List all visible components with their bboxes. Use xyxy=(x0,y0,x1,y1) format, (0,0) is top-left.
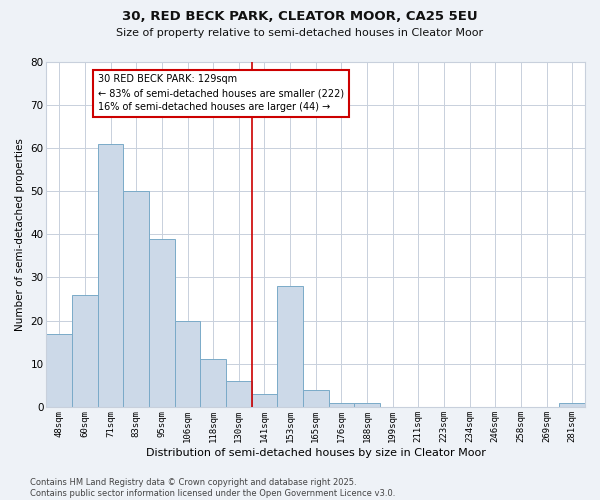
Bar xyxy=(303,390,329,407)
Text: Size of property relative to semi-detached houses in Cleator Moor: Size of property relative to semi-detach… xyxy=(116,28,484,38)
Bar xyxy=(354,402,380,407)
Bar xyxy=(46,334,72,407)
Text: Contains HM Land Registry data © Crown copyright and database right 2025.
Contai: Contains HM Land Registry data © Crown c… xyxy=(30,478,395,498)
Bar xyxy=(149,238,175,407)
Bar xyxy=(98,144,124,407)
Bar xyxy=(124,191,149,407)
Bar xyxy=(277,286,303,407)
Bar xyxy=(329,402,354,407)
Text: 30, RED BECK PARK, CLEATOR MOOR, CA25 5EU: 30, RED BECK PARK, CLEATOR MOOR, CA25 5E… xyxy=(122,10,478,23)
Bar xyxy=(251,394,277,407)
Bar xyxy=(226,381,251,407)
Bar xyxy=(175,320,200,407)
Bar xyxy=(559,402,585,407)
X-axis label: Distribution of semi-detached houses by size in Cleator Moor: Distribution of semi-detached houses by … xyxy=(146,448,485,458)
Bar xyxy=(200,360,226,407)
Y-axis label: Number of semi-detached properties: Number of semi-detached properties xyxy=(15,138,25,330)
Text: 30 RED BECK PARK: 129sqm
← 83% of semi-detached houses are smaller (222)
16% of : 30 RED BECK PARK: 129sqm ← 83% of semi-d… xyxy=(98,74,344,112)
Bar xyxy=(72,294,98,407)
